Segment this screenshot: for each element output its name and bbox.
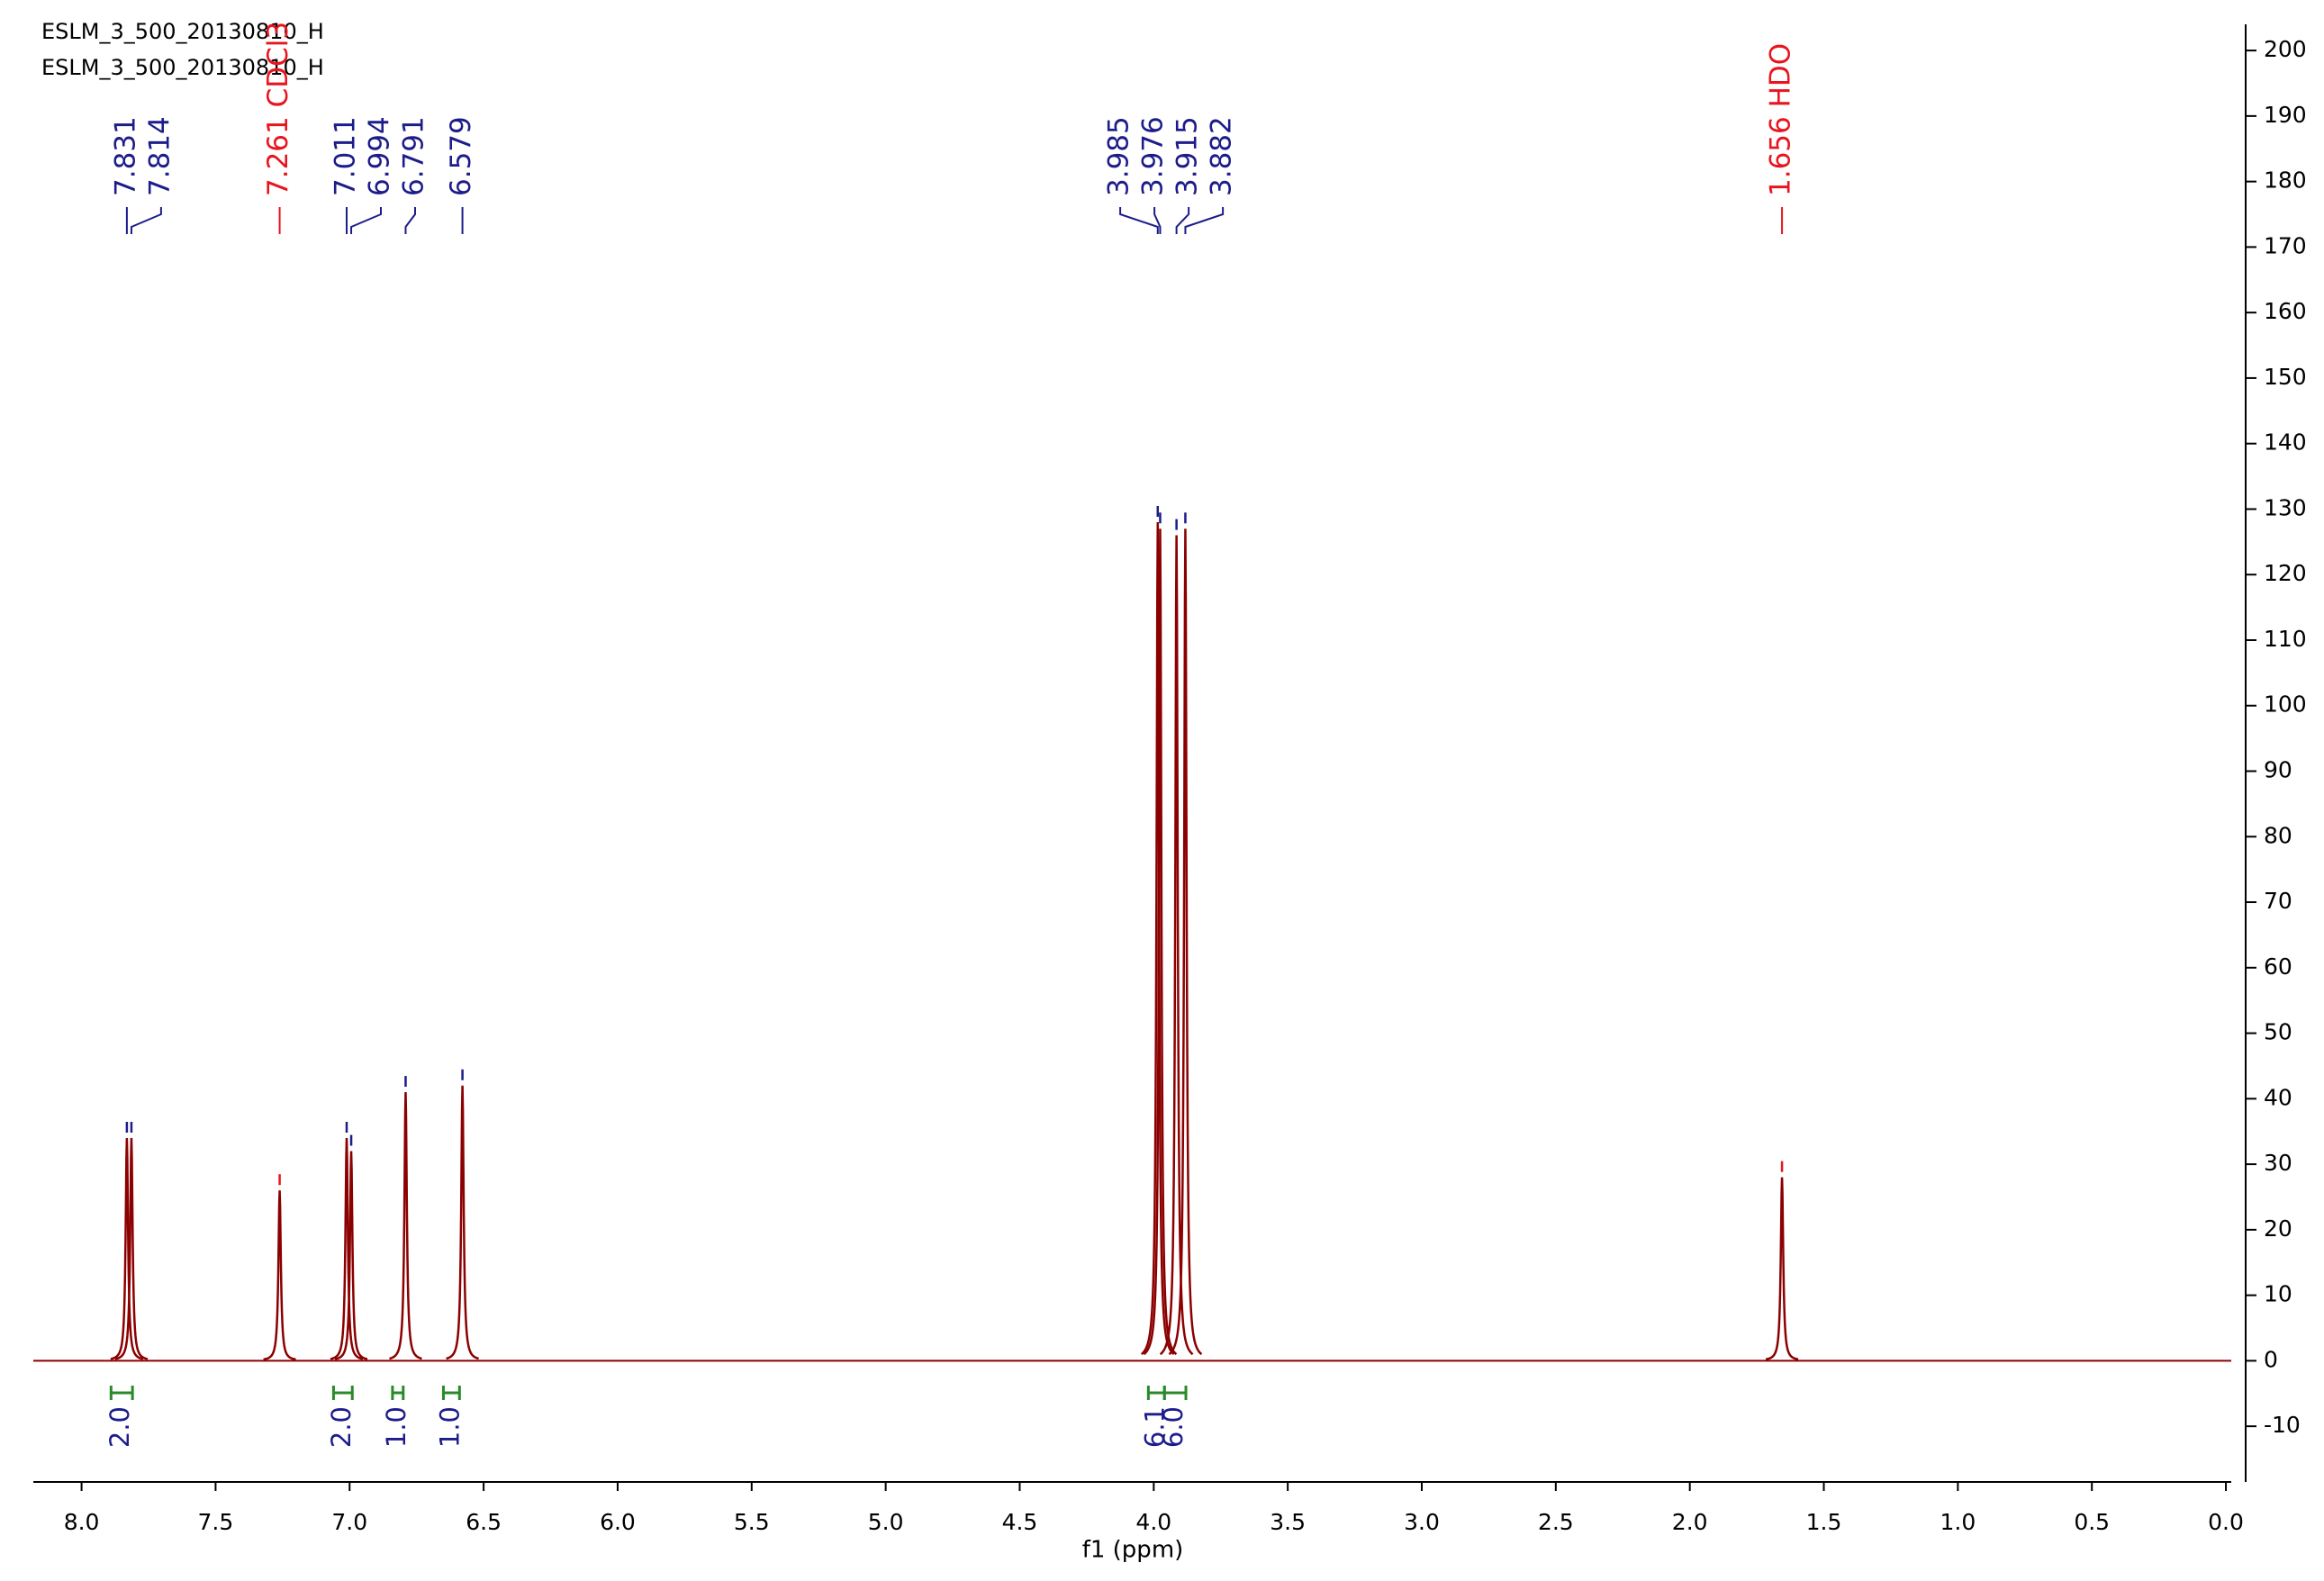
peak-label: 7.261 CDCl3	[262, 22, 294, 196]
integral-bar	[331, 1386, 354, 1400]
x-tick-label: 6.0	[600, 1509, 636, 1535]
y-tick-label: 170	[2264, 232, 2307, 258]
peak	[114, 1137, 149, 1360]
peak	[1140, 522, 1175, 1356]
peak-label-connector	[1119, 207, 1159, 234]
y-tick-label: 130	[2264, 494, 2307, 520]
integral-bar	[1146, 1386, 1166, 1400]
peak-label-connector	[404, 207, 416, 234]
y-tick-label: 50	[2264, 1019, 2292, 1045]
peak-label-connector	[130, 207, 162, 234]
peak-label-connector	[1153, 207, 1162, 234]
x-tick-label: 6.5	[466, 1509, 502, 1535]
y-tick-label: 30	[2264, 1150, 2292, 1176]
y-tick-label: 140	[2264, 429, 2307, 456]
y-tick-label: 60	[2264, 953, 2292, 980]
peak	[1168, 529, 1203, 1356]
x-tick-label: 2.5	[1538, 1509, 1574, 1535]
integral-bar	[109, 1386, 134, 1400]
peak	[446, 1085, 479, 1360]
y-tick-label: 90	[2264, 757, 2292, 783]
y-tick-label: 200	[2264, 36, 2307, 62]
peak-label: 6.579	[445, 116, 477, 196]
peak-label: 3.985	[1103, 116, 1135, 196]
y-tick-label: 0	[2264, 1346, 2278, 1372]
y-tick-label: 100	[2264, 691, 2307, 718]
x-tick-label: 7.0	[331, 1509, 367, 1535]
peak-label-connector	[1175, 207, 1190, 234]
peak-label: 6.791	[397, 116, 430, 196]
peak	[334, 1151, 368, 1360]
x-tick-label: 2.0	[1672, 1509, 1708, 1535]
peak	[389, 1092, 422, 1360]
y-tick-label: 190	[2264, 102, 2307, 128]
x-tick-label: 8.0	[64, 1509, 100, 1535]
x-tick-label: 4.5	[1002, 1509, 1038, 1535]
peak-label: 7.814	[143, 116, 176, 196]
integral-label: 1.0	[434, 1406, 465, 1448]
y-tick-label: -10	[2264, 1412, 2301, 1438]
y-tick-label: 20	[2264, 1215, 2292, 1242]
peak-label: 6.994	[363, 116, 395, 196]
x-tick-label: 0.5	[2074, 1509, 2110, 1535]
y-tick-label: 80	[2264, 822, 2292, 848]
y-tick-label: 70	[2264, 888, 2292, 914]
x-tick-label: 0.0	[2208, 1509, 2244, 1535]
y-tick-label: 150	[2264, 364, 2307, 390]
integral-label: 2.0	[326, 1406, 357, 1448]
y-tick-label: 120	[2264, 560, 2307, 586]
peak-label-connector	[350, 207, 382, 234]
x-tick-label: 4.0	[1135, 1509, 1171, 1535]
peak-label: 3.976	[1137, 116, 1170, 196]
peak-label: 7.011	[329, 116, 361, 196]
integral-label: 6.0	[1158, 1406, 1189, 1448]
integral-bar	[441, 1386, 461, 1400]
peak	[1765, 1177, 1799, 1361]
chart-title: ESLM_3_500_20130810_H	[41, 19, 324, 44]
y-tick-label: 40	[2264, 1084, 2292, 1110]
peak	[330, 1137, 364, 1360]
y-tick-label: 160	[2264, 298, 2307, 324]
integral-label: 6.1	[1139, 1406, 1170, 1448]
x-axis-label: f1 (ppm)	[1082, 1537, 1184, 1564]
y-tick-label: 10	[2264, 1281, 2292, 1307]
chart-subtitle: ESLM_3_500_20130810_H	[41, 55, 324, 80]
integral-label: 2.0	[104, 1406, 135, 1448]
peak	[263, 1190, 296, 1361]
y-tick-label: 110	[2264, 626, 2307, 652]
peak	[1143, 529, 1178, 1356]
integral-bar	[1162, 1386, 1188, 1400]
x-tick-label: 3.0	[1404, 1509, 1440, 1535]
integral-bar	[391, 1386, 405, 1400]
x-tick-label: 1.0	[1940, 1509, 1976, 1535]
peak-label: 3.882	[1206, 116, 1238, 196]
peak-label-connector	[1184, 207, 1225, 234]
peak-label: 3.915	[1171, 116, 1204, 196]
x-tick-label: 7.5	[198, 1509, 234, 1535]
peak	[1159, 535, 1194, 1356]
peak	[110, 1137, 144, 1360]
peak-label: 7.831	[109, 116, 141, 196]
x-tick-label: 5.5	[734, 1509, 770, 1535]
integral-label: 1.0	[381, 1406, 411, 1448]
peak-label: 1.656 HDO	[1765, 43, 1797, 196]
x-tick-label: 5.0	[868, 1509, 904, 1535]
y-tick-label: 180	[2264, 167, 2307, 194]
x-tick-label: 3.5	[1270, 1509, 1306, 1535]
x-tick-label: 1.5	[1806, 1509, 1842, 1535]
